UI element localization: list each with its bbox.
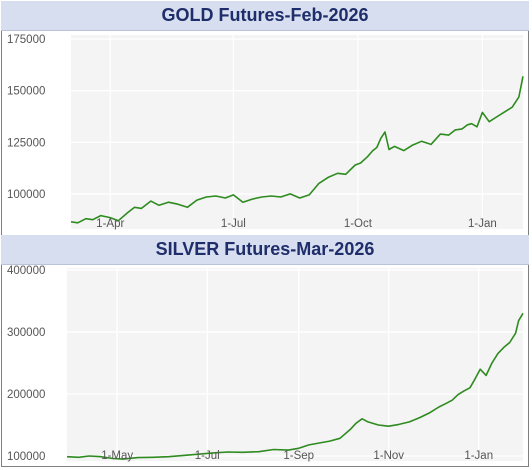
gold-grid	[71, 35, 523, 229]
silver-chart-title: SILVER Futures-Mar-2026	[1, 235, 529, 265]
silver-chart: 100000 200000 300000 400000 1-May 1-Jul 1-Sep 1…	[7, 265, 524, 463]
silver-x-tick-label: 1-Sep	[283, 450, 314, 462]
gold-chart-title: GOLD Futures-Feb-2026	[1, 1, 529, 31]
gold-x-tick-label: 1-Apr	[96, 218, 124, 230]
gold-y-tick-label: 100000	[7, 189, 45, 201]
gold-plot-area	[71, 35, 523, 229]
silver-y-tick-label: 400000	[7, 265, 45, 277]
silver-x-tick-label: 1-May	[101, 450, 133, 462]
gold-y-tick-label: 175000	[7, 34, 45, 46]
gold-series-line	[70, 76, 524, 224]
silver-x-tick-label: 1-Jul	[195, 450, 220, 462]
gold-x-tick-label: 1-Jan	[468, 218, 497, 230]
silver-y-tick-label: 300000	[7, 327, 45, 339]
silver-y-tick-label: 200000	[7, 389, 45, 401]
silver-x-tick-label: 1-Jan	[464, 450, 493, 462]
silver-y-tick-label: 100000	[7, 451, 45, 463]
gold-x-tick-label: 1-Oct	[344, 218, 373, 230]
gold-chart: 100000 125000 150000 175000 1-Apr 1-Jul 1-Oct 1…	[7, 34, 524, 230]
silver-grid	[67, 268, 523, 461]
gold-x-tick-label: 1-Jul	[221, 218, 246, 230]
silver-series-line	[66, 312, 524, 460]
gold-y-tick-label: 150000	[7, 86, 45, 98]
gold-y-tick-label: 125000	[7, 137, 45, 149]
silver-plot-area	[67, 268, 523, 461]
silver-x-tick-label: 1-Nov	[373, 450, 404, 462]
